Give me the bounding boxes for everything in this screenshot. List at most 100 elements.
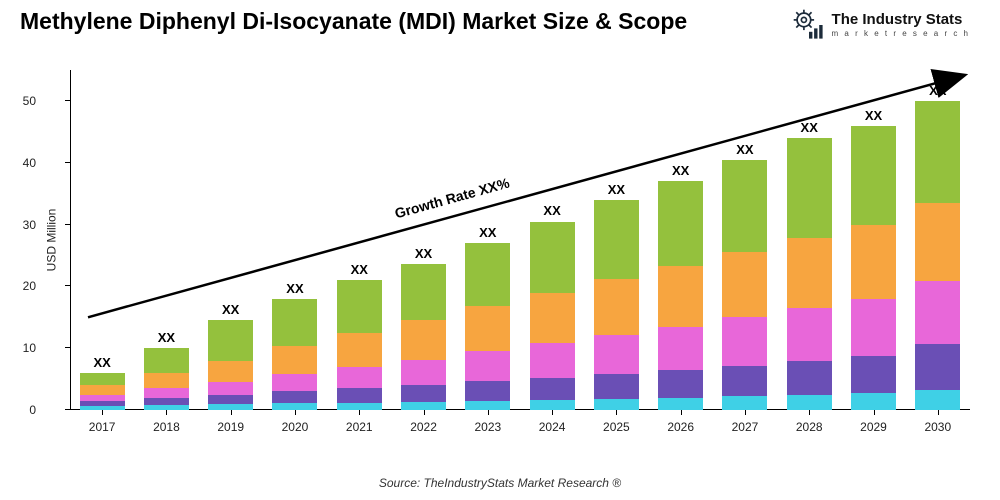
x-axis-label: 2030 [924, 420, 951, 434]
bar-segment [787, 395, 832, 410]
x-axis-label: 2026 [667, 420, 694, 434]
bar-segment [530, 400, 575, 410]
bar-segment [915, 344, 960, 390]
x-axis-label: 2019 [217, 420, 244, 434]
x-tick-mark [809, 410, 810, 415]
bar-segment [658, 370, 703, 398]
bar-value-label: XX [865, 108, 882, 123]
bar-segment [208, 382, 253, 394]
x-axis-label: 2025 [603, 420, 630, 434]
stacked-bar: XX [851, 126, 896, 410]
bar-slot: XX2024 [520, 70, 584, 410]
bar-segment [144, 388, 189, 397]
y-tick-label: 20 [23, 279, 36, 293]
x-tick-mark [295, 410, 296, 415]
bar-segment [594, 200, 639, 279]
bar-slot: XX2025 [584, 70, 648, 410]
bar-value-label: XX [801, 120, 818, 135]
y-axis-label: USD Million [44, 209, 58, 272]
bar-segment [658, 266, 703, 327]
bar-segment [594, 399, 639, 410]
y-tick-mark [65, 100, 70, 101]
bar-segment [208, 395, 253, 405]
x-axis-label: 2018 [153, 420, 180, 434]
bar-segment [80, 373, 125, 385]
y-tick-mark [65, 162, 70, 163]
bar-segment [722, 366, 767, 397]
y-tick-label: 50 [23, 94, 36, 108]
bar-slot: XX2027 [713, 70, 777, 410]
bar-segment [272, 374, 317, 391]
bar-segment [722, 317, 767, 365]
stacked-bar: XX [722, 160, 767, 410]
gear-bar-icon [792, 8, 826, 42]
x-axis-label: 2024 [539, 420, 566, 434]
bar-segment [915, 101, 960, 203]
y-tick-label: 40 [23, 156, 36, 170]
x-axis-label: 2017 [89, 420, 116, 434]
x-tick-mark [166, 410, 167, 415]
y-tick-mark [65, 285, 70, 286]
bar-slot: XX2026 [649, 70, 713, 410]
bar-segment [144, 398, 189, 405]
bar-segment [722, 396, 767, 410]
bar-segment [787, 138, 832, 238]
bar-slot: XX2020 [263, 70, 327, 410]
bar-segment [80, 385, 125, 394]
bar-segment [208, 361, 253, 383]
x-axis-label: 2022 [410, 420, 437, 434]
bar-segment [144, 373, 189, 388]
bar-segment [787, 238, 832, 308]
bar-segment [337, 367, 382, 388]
bar-segment [915, 203, 960, 281]
x-tick-mark [424, 410, 425, 415]
bar-value-label: XX [543, 203, 560, 218]
bar-segment [787, 308, 832, 361]
x-tick-mark [874, 410, 875, 415]
x-tick-mark [552, 410, 553, 415]
stacked-bar: XX [208, 320, 253, 410]
bar-segment [465, 243, 510, 306]
chart-title: Methylene Diphenyl Di-Isocyanate (MDI) M… [20, 8, 687, 35]
bar-value-label: XX [929, 83, 946, 98]
y-tick-mark [65, 409, 70, 410]
bar-segment [465, 381, 510, 401]
header: Methylene Diphenyl Di-Isocyanate (MDI) M… [20, 8, 980, 42]
x-tick-mark [359, 410, 360, 415]
stacked-bar: XX [80, 373, 125, 410]
x-tick-mark [938, 410, 939, 415]
bar-segment [272, 346, 317, 374]
x-tick-mark [745, 410, 746, 415]
bar-segment [401, 385, 446, 402]
source-caption: Source: TheIndustryStats Market Research… [0, 476, 1000, 490]
stacked-bar: XX [144, 348, 189, 410]
bar-segment [658, 181, 703, 266]
logo-text: The Industry Stats m a r k e t r e s e a… [832, 12, 970, 38]
bar-segment [915, 281, 960, 344]
bar-value-label: XX [415, 246, 432, 261]
bar-segment [594, 279, 639, 335]
bar-slot: XX2030 [906, 70, 970, 410]
y-tick-mark [65, 347, 70, 348]
bar-slot: XX2022 [391, 70, 455, 410]
bar-segment [401, 320, 446, 360]
bars-container: XX2017XX2018XX2019XX2020XX2021XX2022XX20… [70, 70, 970, 410]
x-axis-label: 2021 [346, 420, 373, 434]
bar-segment [465, 351, 510, 381]
bar-segment [851, 356, 896, 393]
bar-segment [722, 252, 767, 318]
bar-value-label: XX [351, 262, 368, 277]
x-axis-label: 2020 [282, 420, 309, 434]
x-tick-mark [231, 410, 232, 415]
bar-segment [658, 398, 703, 410]
stacked-bar: XX [465, 243, 510, 410]
bar-segment [272, 403, 317, 410]
x-tick-mark [681, 410, 682, 415]
bar-segment [787, 361, 832, 395]
stacked-bar: XX [530, 221, 575, 410]
stacked-bar: XX [787, 138, 832, 410]
bar-segment [401, 264, 446, 321]
bar-slot: XX2028 [777, 70, 841, 410]
bar-segment [337, 403, 382, 410]
x-tick-mark [616, 410, 617, 415]
